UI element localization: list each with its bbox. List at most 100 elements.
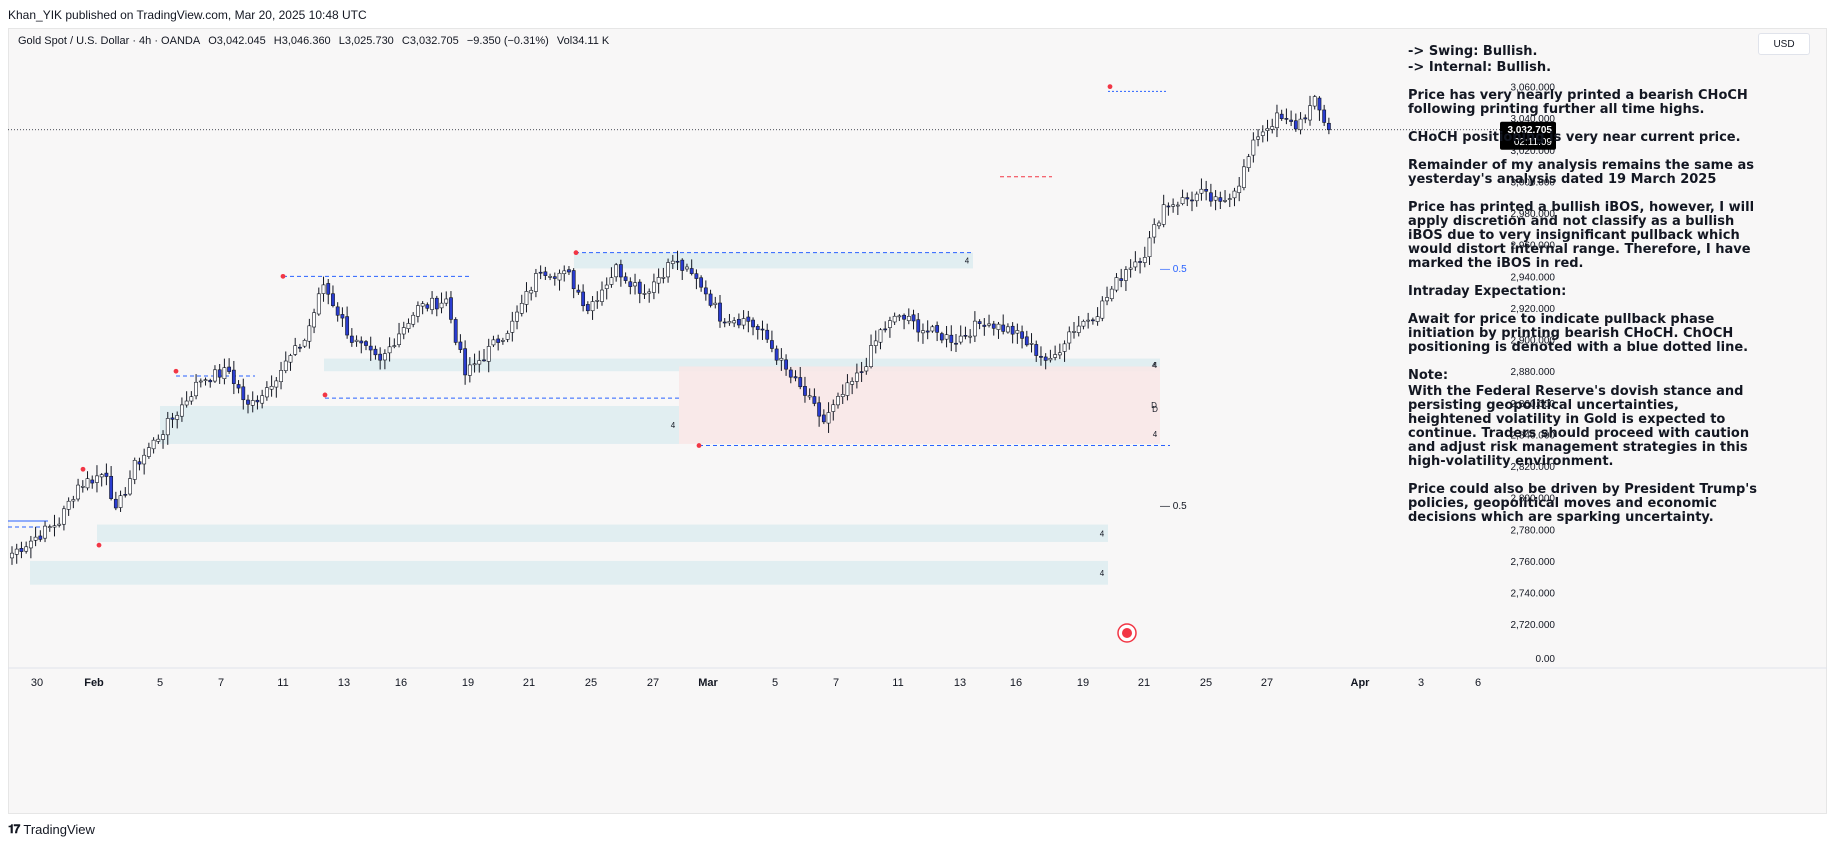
candle-up: [968, 335, 973, 338]
candle-down: [38, 535, 43, 540]
candles: [10, 94, 1331, 565]
candle-down: [1185, 197, 1190, 200]
candle-up: [906, 316, 911, 321]
candle-down: [1034, 344, 1039, 356]
note-p3: Remainder of my analysis remains the sam…: [1408, 158, 1755, 187]
candle-up: [95, 475, 99, 483]
zone-label: 4: [671, 421, 676, 430]
candle-down: [755, 326, 760, 330]
candle-down: [939, 333, 944, 341]
candle-up: [1062, 343, 1067, 352]
candle-up: [406, 323, 411, 329]
ohlc-close: C3,032.705: [401, 35, 459, 47]
candle-up: [614, 264, 619, 278]
zone-supply: [679, 366, 1160, 444]
candle-up: [510, 320, 515, 333]
price-label-badge: [1500, 121, 1556, 150]
y-tick-label: 2,920.000: [1511, 304, 1556, 315]
tradingview-footer[interactable]: 𝟏𝟕 TradingView: [8, 822, 95, 837]
candle-up: [1246, 156, 1251, 168]
candle-down: [1293, 120, 1298, 130]
candle-up: [491, 339, 496, 346]
candle-down: [326, 283, 331, 295]
candle-up: [274, 380, 279, 388]
candle-up: [472, 363, 477, 366]
candle-up: [1124, 269, 1128, 281]
candle-down: [788, 369, 793, 378]
candle-down: [703, 287, 708, 295]
candle-up: [1067, 331, 1072, 344]
candle-up: [142, 454, 147, 465]
candle-up: [1095, 316, 1100, 322]
candle-up: [1114, 277, 1119, 291]
candle-up: [1100, 300, 1105, 319]
candle-up: [14, 548, 19, 555]
symbol-title[interactable]: Gold Spot / U.S. Dollar · 4h · OANDA: [18, 35, 201, 47]
candle-up: [80, 485, 85, 488]
swing-point: [280, 273, 286, 279]
candle-up: [1275, 112, 1279, 129]
candle-up: [180, 404, 184, 417]
candle-up: [656, 277, 661, 284]
candle-up: [146, 447, 151, 457]
candle-down: [1039, 355, 1043, 358]
candle-up: [779, 357, 784, 361]
note-p4: Price has printed a bullish iBOS, howeve…: [1408, 200, 1755, 271]
candle-up: [66, 500, 71, 510]
candle-up: [944, 334, 949, 340]
candle-up: [175, 415, 180, 420]
fib-label-lower: — 0.5: [1160, 501, 1187, 512]
candle-up: [869, 345, 873, 367]
zone-demand: [97, 524, 1108, 542]
candle-down: [963, 335, 968, 337]
candle-down: [911, 314, 916, 322]
candle-down: [774, 348, 779, 361]
candle-up: [670, 260, 675, 264]
candle-up: [958, 335, 963, 343]
candle-up: [840, 394, 845, 397]
candle-up: [1076, 325, 1081, 333]
candle-up: [1232, 190, 1237, 199]
candle-up: [387, 346, 392, 354]
candle-down: [821, 414, 826, 423]
candle-up: [165, 418, 170, 436]
candle-down: [241, 386, 246, 401]
x-tick-label: 11: [892, 677, 903, 689]
swing-point: [322, 392, 328, 398]
candle-up: [52, 525, 57, 528]
currency-button[interactable]: USD: [1758, 33, 1810, 55]
candle-down: [1119, 278, 1124, 281]
zone-demand: [160, 406, 679, 444]
candle-up: [604, 284, 609, 289]
candle-down: [335, 306, 340, 316]
x-tick-label: 30: [31, 677, 43, 689]
candle-up: [382, 353, 387, 361]
candle-down: [1317, 97, 1322, 111]
candle-down: [90, 479, 95, 484]
candle-down: [1190, 199, 1194, 202]
candle-down: [803, 386, 807, 396]
zone-demand: [30, 560, 1108, 585]
candle-down: [359, 340, 364, 344]
candle-down: [675, 260, 680, 263]
candle-up: [713, 302, 718, 305]
y-tick-label: 2,840.000: [1511, 430, 1556, 441]
candle-down: [349, 335, 354, 343]
candle-up: [401, 327, 406, 335]
candle-up: [316, 293, 321, 315]
candle-up: [28, 540, 33, 549]
candle-up: [1053, 354, 1058, 358]
candle-up: [1152, 224, 1157, 238]
candle-down: [453, 319, 458, 343]
candle-down: [689, 268, 694, 274]
candle-up: [850, 381, 855, 385]
candle-down: [718, 302, 722, 322]
candle-down: [1303, 117, 1308, 120]
x-tick-label: 11: [277, 677, 288, 689]
candle-down: [137, 461, 142, 465]
candle-up: [534, 273, 538, 292]
candle-up: [76, 484, 80, 500]
candle-up: [1133, 261, 1138, 268]
candle-down: [765, 329, 770, 340]
